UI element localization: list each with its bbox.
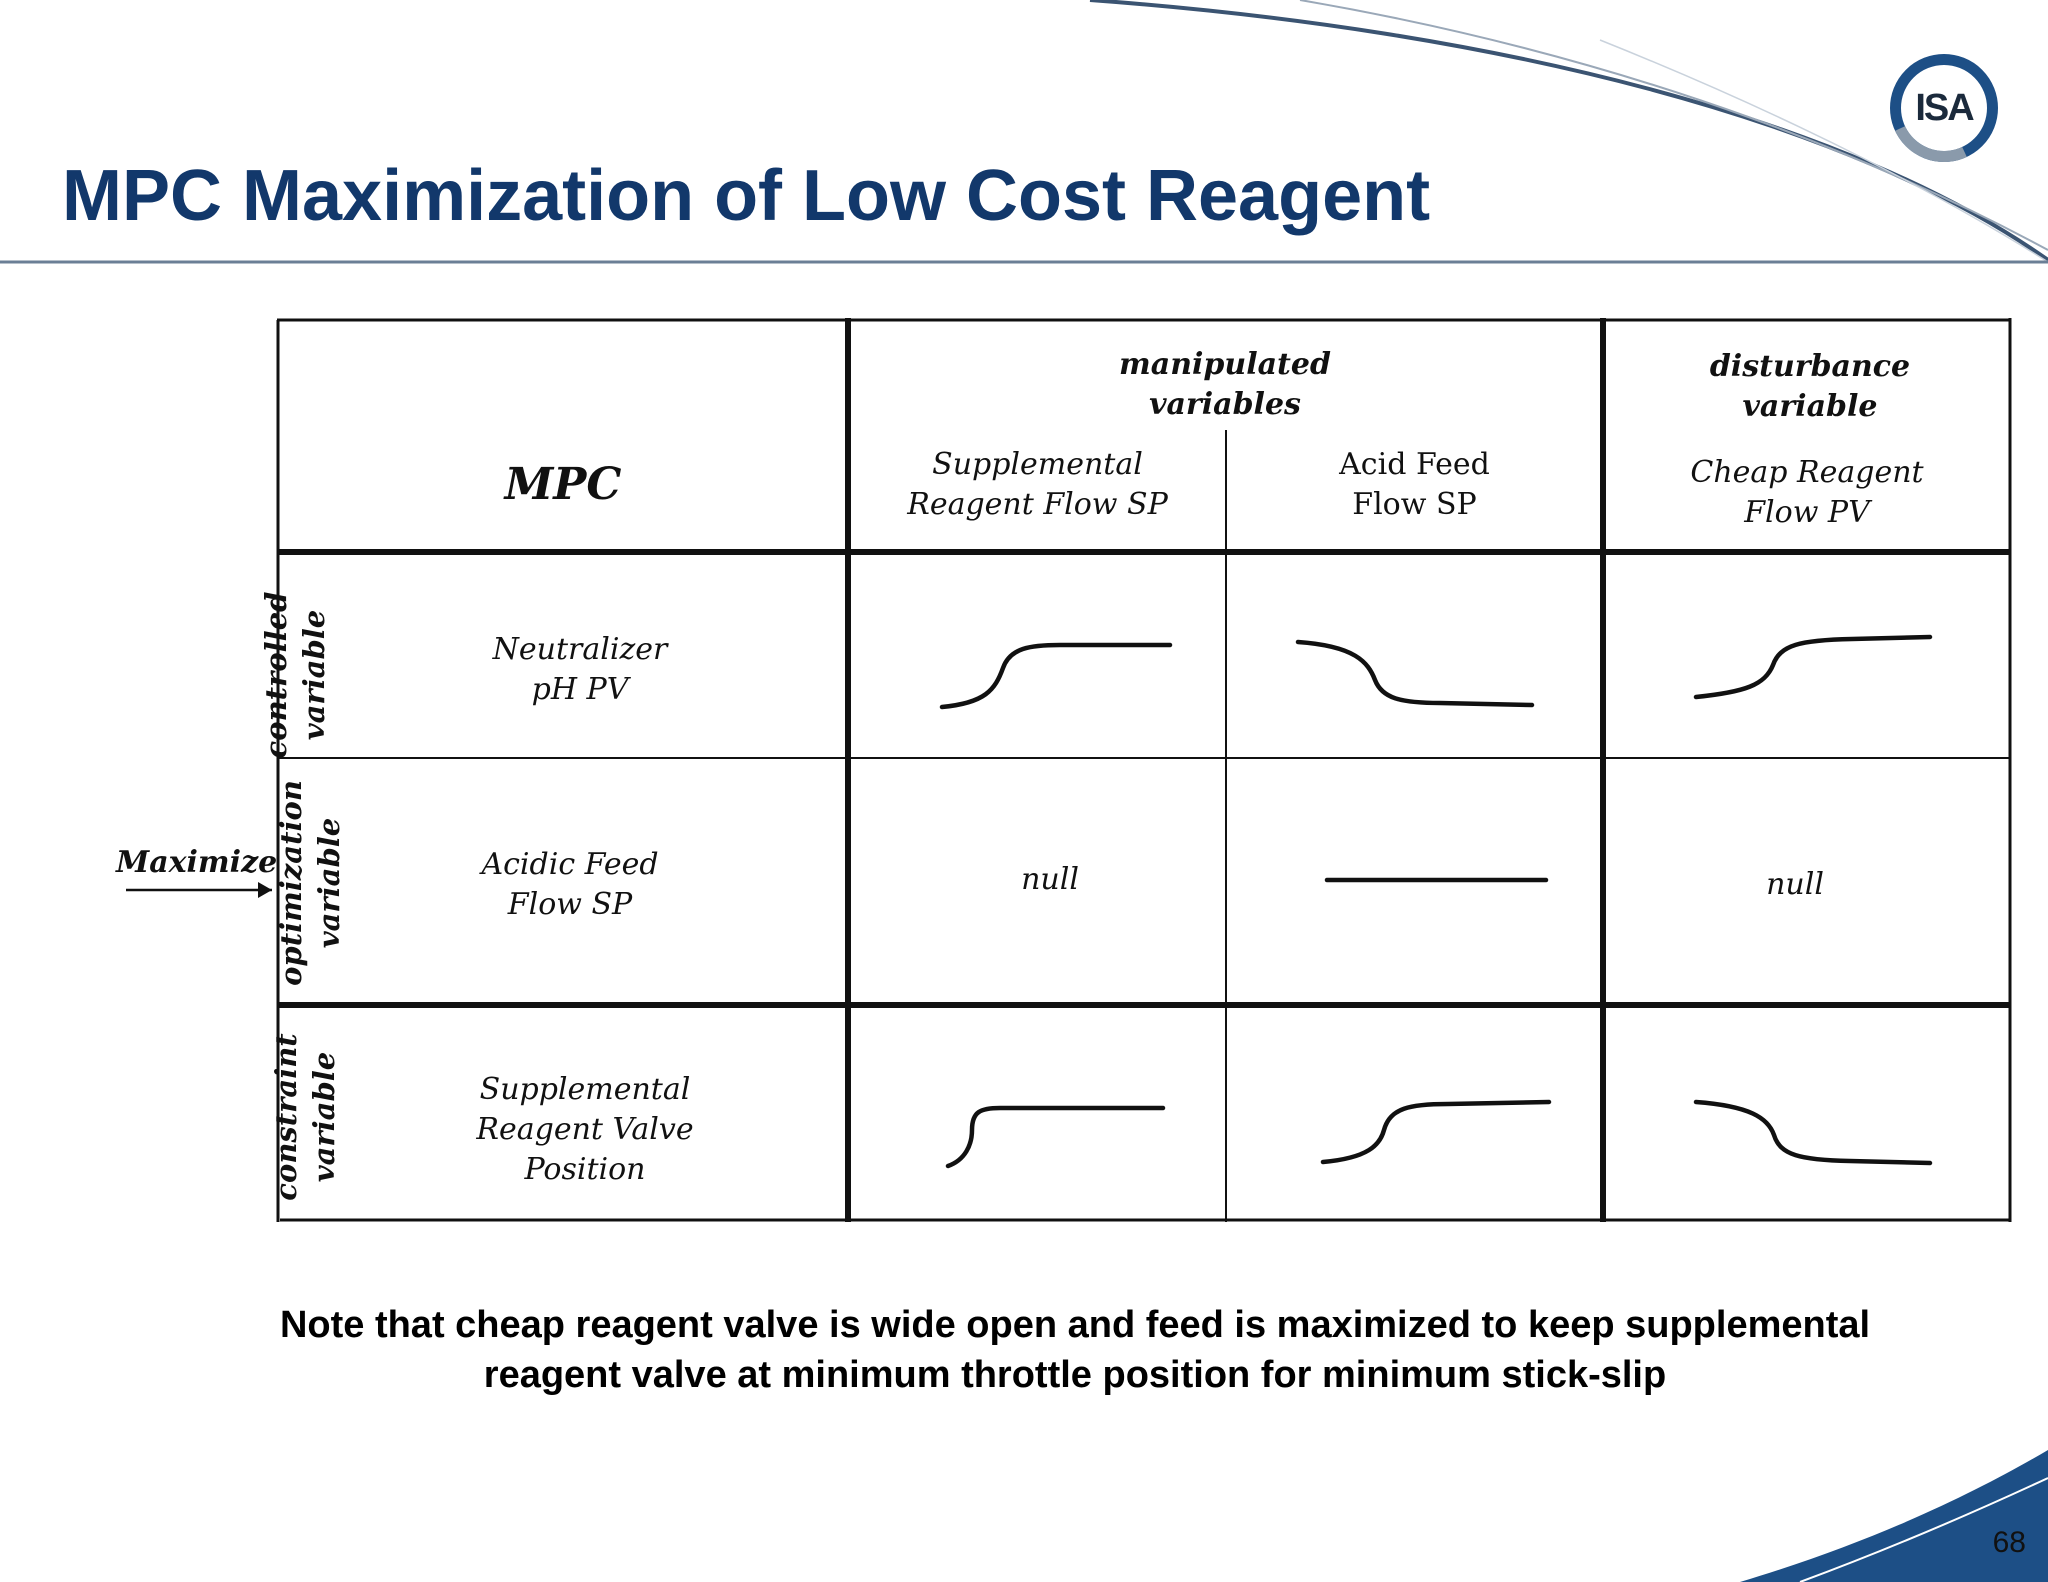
row-name-neutralizer-ph-pv: Neutralizer pH PV xyxy=(492,632,668,707)
matrix-corner-label: MPC xyxy=(504,459,622,510)
page-number: 68 xyxy=(1992,1526,2026,1559)
maximize-arrow xyxy=(126,882,272,898)
top-swoosh-line xyxy=(1299,0,2048,251)
row-name-supplemental-reagent-valve-position: Supplemental Reagent Valve Position xyxy=(476,1072,694,1187)
column-header-acid-feed-flow-sp: Acid Feed Flow SP xyxy=(1339,447,1490,522)
isa-logo-text: ISA xyxy=(1915,86,1974,129)
response-null: null xyxy=(1021,862,1079,897)
matrix-grid xyxy=(276,318,2012,1222)
response-curve-rise xyxy=(1320,1099,1552,1165)
disturbance-variable-header: disturbance variable xyxy=(1709,349,1911,424)
manipulated-variables-header: manipulated variables xyxy=(1119,347,1331,422)
response-curve-rise-fast xyxy=(945,1105,1166,1169)
column-header-cheap-reagent-flow-pv: Cheap Reagent Flow PV xyxy=(1690,455,1924,530)
isa-logo: ISA xyxy=(1890,54,1998,162)
response-curve-rise xyxy=(939,642,1173,710)
row-type-optimization: optimization variable xyxy=(274,780,346,986)
slide-note: Note that cheap reagent valve is wide op… xyxy=(279,1304,1871,1396)
row-type-controlled: controlled variable xyxy=(259,591,331,759)
row-name-acidic-feed-flow-sp: Acidic Feed Flow SP xyxy=(481,847,659,922)
response-curve-rise xyxy=(1693,634,1933,700)
slide-title: MPC Maximization of Low Cost Reagent xyxy=(62,156,1431,236)
response-curve-fall xyxy=(1295,639,1535,708)
response-null: null xyxy=(1766,867,1824,902)
column-header-supplemental-reagent-flow-sp: Supplemental Reagent Flow SP xyxy=(907,447,1168,522)
row-type-constraint: constraint variable xyxy=(269,1033,341,1201)
top-swoosh-line xyxy=(1599,39,2048,263)
maximize-label: Maximize xyxy=(116,845,278,880)
bottom-swoosh xyxy=(1740,1450,2048,1582)
bottom-swoosh-line xyxy=(1799,1477,2048,1582)
response-curve-fall xyxy=(1693,1099,1933,1166)
